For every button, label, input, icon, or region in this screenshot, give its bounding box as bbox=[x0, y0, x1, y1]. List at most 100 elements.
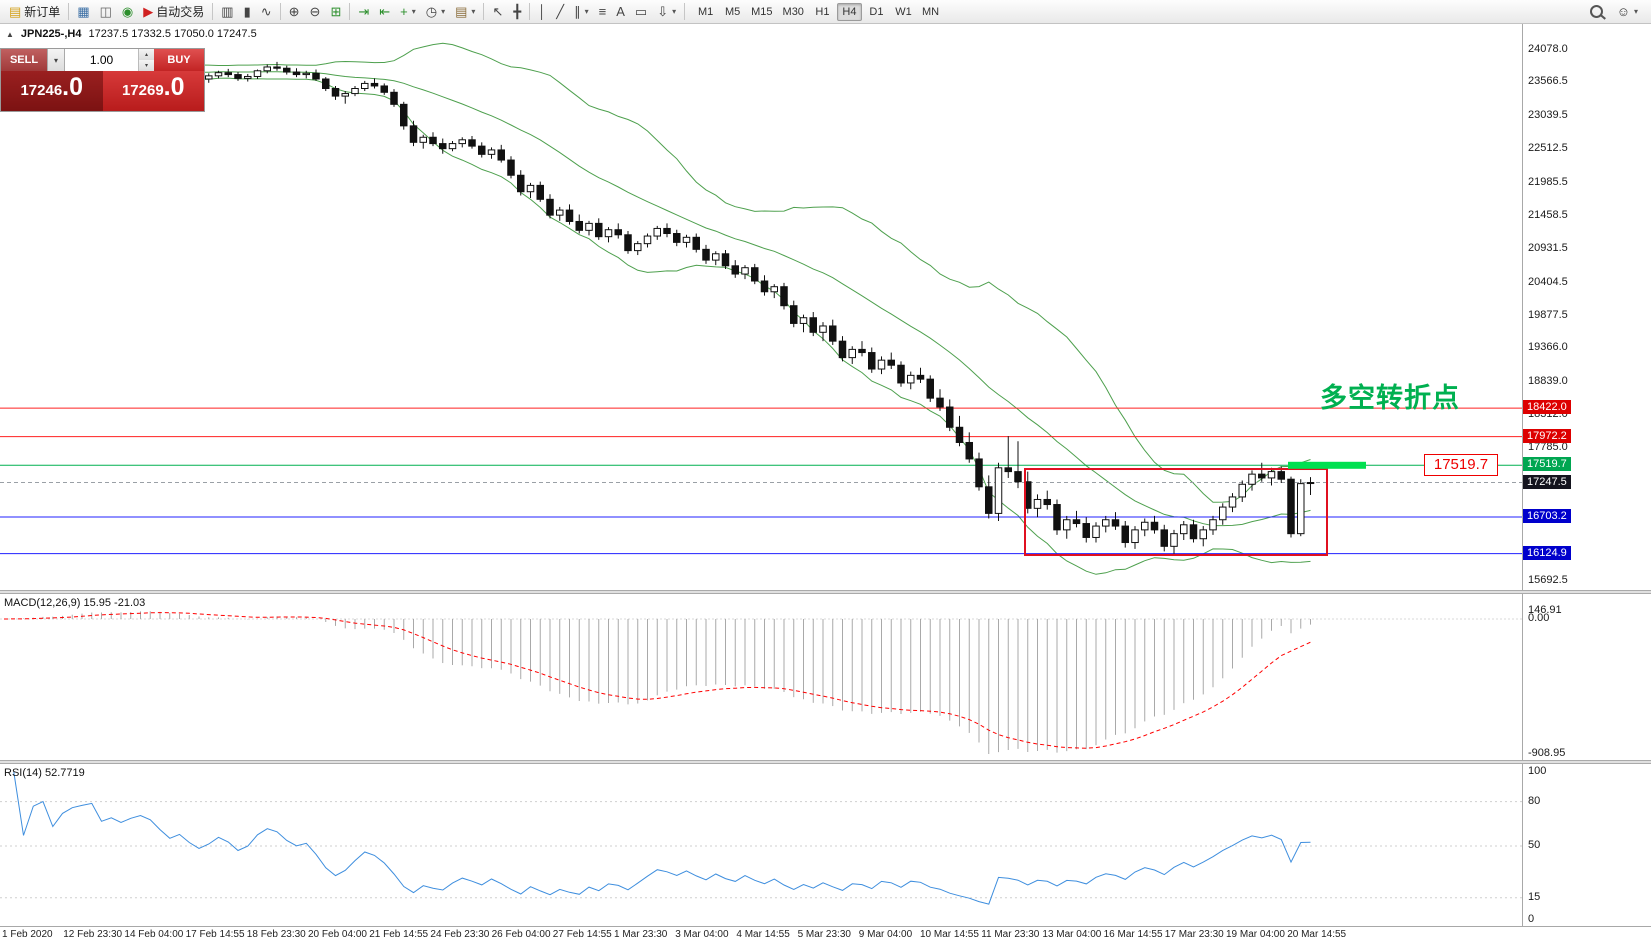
line-chart-button[interactable]: ∿ bbox=[256, 2, 277, 22]
price-axis-label: 15692.5 bbox=[1528, 574, 1568, 586]
chevron-down-icon: ▾ bbox=[441, 7, 446, 16]
rsi-axis-label: 15 bbox=[1528, 890, 1541, 903]
price-axis-label: 21458.5 bbox=[1528, 208, 1568, 221]
time-axis-label: 5 Mar 23:30 bbox=[797, 929, 851, 940]
arrows-button[interactable]: ⇩ ▾ bbox=[652, 2, 681, 22]
price-tag-18422.0: 18422.0 bbox=[1523, 400, 1571, 415]
time-axis-label: 20 Mar 14:55 bbox=[1287, 929, 1347, 940]
rsi-axis-label: 50 bbox=[1528, 839, 1541, 851]
price-tag-17972.2: 17972.2 bbox=[1523, 428, 1571, 443]
timeframe-m5-button[interactable]: M5 bbox=[720, 3, 745, 21]
sell-price[interactable]: 17246.0 bbox=[1, 71, 103, 111]
bar-chart-button[interactable]: ▥ bbox=[216, 2, 238, 22]
indicators-icon: + bbox=[400, 4, 408, 19]
label-button[interactable]: ▭ bbox=[630, 2, 652, 22]
toolbar-right-group: ☺ ▾ bbox=[1585, 2, 1647, 22]
profiles-button[interactable]: ◫ bbox=[95, 2, 117, 22]
ohlc-values: 17237.5 17332.5 17050.0 17247.5 bbox=[88, 28, 257, 40]
chart-shift-button[interactable]: ⇤ bbox=[374, 2, 395, 22]
buy-price[interactable]: 17269.0 bbox=[102, 71, 204, 111]
chart-shift-icon: ⇤ bbox=[379, 4, 391, 19]
templates-button[interactable]: ▤ ▾ bbox=[450, 2, 480, 22]
price-axis-label: 20931.5 bbox=[1528, 242, 1568, 255]
time-axis-label: 26 Feb 04:00 bbox=[491, 929, 551, 940]
chart-header: ▲ JPN225-,H4 17237.5 17332.5 17050.0 172… bbox=[6, 28, 257, 40]
crosshair-button[interactable]: ╋ bbox=[508, 2, 526, 22]
time-axis-label: 14 Feb 04:00 bbox=[124, 929, 184, 940]
time-axis-label: 13 Mar 04:00 bbox=[1042, 929, 1102, 940]
time-axis-label: 19 Mar 04:00 bbox=[1226, 929, 1285, 940]
timeframe-mn-button[interactable]: MN bbox=[918, 3, 943, 21]
zoom-in-button[interactable]: ⊕ bbox=[284, 2, 305, 22]
volume-dropdown-button[interactable]: ▾ bbox=[47, 49, 65, 71]
sell-button[interactable]: SELL bbox=[1, 49, 47, 71]
fibonacci-button[interactable]: ≡ bbox=[594, 2, 612, 22]
timeframe-h1-button[interactable]: H1 bbox=[810, 3, 835, 21]
time-axis-label: 9 Mar 04:00 bbox=[858, 929, 913, 940]
new-order-icon: ▤ bbox=[9, 4, 22, 19]
trendline-button[interactable]: ╱ bbox=[551, 2, 569, 22]
price-axis-label: 19877.5 bbox=[1528, 308, 1568, 321]
one-click-trading-panel: SELL ▾ ▴ ▾ BUY 17246.0 17269.0 bbox=[0, 48, 205, 112]
text-button[interactable]: A bbox=[611, 2, 630, 22]
price-axis-label: 18839.0 bbox=[1528, 374, 1568, 387]
buy-button[interactable]: BUY bbox=[154, 49, 204, 71]
zoom-out-button[interactable]: ⊖ bbox=[305, 2, 326, 22]
timeframe-h4-button[interactable]: H4 bbox=[836, 2, 862, 21]
line-chart-icon: ∿ bbox=[260, 4, 272, 19]
new-order-button[interactable]: ▤ 新订单 bbox=[4, 2, 65, 22]
one-click-toggle-icon[interactable]: ▲ bbox=[6, 29, 14, 39]
time-axis-label: 3 Mar 04:00 bbox=[675, 929, 729, 940]
volume-up-button[interactable]: ▴ bbox=[139, 49, 154, 60]
periods-icon: ◷ bbox=[425, 4, 438, 19]
time-axis-label: 20 Feb 04:00 bbox=[308, 929, 367, 940]
timeframe-w1-button[interactable]: W1 bbox=[891, 3, 916, 21]
timeframe-m30-button[interactable]: M30 bbox=[779, 3, 808, 21]
pane-splitter[interactable] bbox=[0, 590, 1651, 594]
bar-chart-icon: ▥ bbox=[221, 4, 234, 19]
volume-input[interactable] bbox=[65, 49, 138, 71]
price-axis[interactable]: 24078.0 23566.5 23039.5 22512.5 21985.5 21458… bbox=[1522, 24, 1651, 926]
indicators-button[interactable]: + ▾ bbox=[395, 2, 421, 22]
symbol-period-label: JPN225-,H4 bbox=[20, 28, 82, 40]
channel-button[interactable]: ∥ ▾ bbox=[569, 2, 594, 22]
price-axis-label: 23566.5 bbox=[1528, 75, 1568, 88]
price-axis-label: 21985.5 bbox=[1528, 175, 1568, 188]
volume-stepper: ▴ ▾ bbox=[138, 49, 154, 71]
auto-trading-button-label: 自动交易 bbox=[156, 5, 205, 19]
timeframe-m1-button[interactable]: M1 bbox=[693, 3, 718, 21]
templates-icon: ▤ bbox=[455, 4, 468, 19]
time-axis[interactable]: 1 Feb 2020 12 Feb 23:30 14 Feb 04:00 17 Feb… bbox=[0, 929, 1522, 945]
cursor-button[interactable]: ↖ bbox=[487, 2, 508, 22]
rsi-axis-label: 0 bbox=[1528, 913, 1535, 925]
tile-windows-button[interactable]: ⊞ bbox=[325, 2, 346, 22]
pane-splitter[interactable] bbox=[0, 760, 1651, 764]
time-axis-label: 12 Feb 23:30 bbox=[63, 929, 123, 940]
zoom-in-icon: ⊕ bbox=[288, 4, 300, 19]
chevron-down-icon: ▾ bbox=[584, 7, 589, 16]
time-axis-label: 10 Mar 14:55 bbox=[920, 929, 979, 940]
volume-down-button[interactable]: ▾ bbox=[139, 60, 154, 71]
data-window-button[interactable]: ◉ bbox=[117, 2, 138, 22]
timeframe-d1-button[interactable]: D1 bbox=[864, 3, 889, 21]
community-button[interactable]: ☺ ▾ bbox=[1612, 2, 1643, 22]
chevron-down-icon: ▾ bbox=[1633, 7, 1638, 16]
time-axis-label: 17 Mar 23:30 bbox=[1164, 929, 1224, 940]
arrows-icon: ⇩ bbox=[657, 4, 669, 19]
search-icon bbox=[1589, 5, 1603, 18]
auto-trading-icon: ▶ bbox=[143, 4, 154, 19]
candlestick-chart-button[interactable]: ▮ bbox=[239, 2, 256, 22]
time-axis-label: 16 Mar 14:55 bbox=[1103, 929, 1163, 940]
time-axis-label: 4 Mar 14:55 bbox=[736, 929, 790, 940]
charts-button[interactable]: ▦ bbox=[72, 2, 94, 22]
tile-windows-icon: ⊞ bbox=[330, 4, 342, 19]
search-button[interactable] bbox=[1585, 2, 1608, 22]
auto-scroll-button[interactable]: ⇥ bbox=[353, 2, 374, 22]
periods-button[interactable]: ◷ ▾ bbox=[421, 2, 450, 22]
timeframe-m15-button[interactable]: M15 bbox=[747, 3, 776, 21]
macd-axis-zero: 0.00 bbox=[1528, 612, 1550, 624]
auto-trading-button[interactable]: ▶ 自动交易 bbox=[138, 2, 209, 22]
vertical-line-button[interactable]: │ bbox=[533, 2, 551, 22]
toolbar-separator bbox=[529, 3, 531, 20]
